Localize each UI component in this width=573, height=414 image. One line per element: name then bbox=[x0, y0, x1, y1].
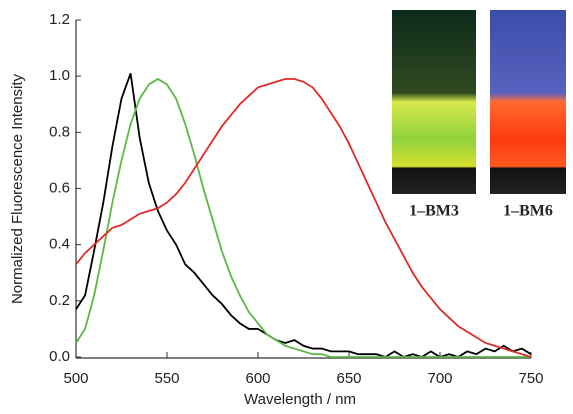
inset-photo bbox=[392, 10, 476, 194]
series-line bbox=[75, 73, 532, 358]
x-axis-label: Wavelength / nm bbox=[244, 391, 356, 408]
x-tick-label: 550 bbox=[154, 370, 179, 387]
y-tick-label: 0.8 bbox=[49, 123, 70, 140]
y-tick-label: 1.2 bbox=[49, 11, 70, 28]
y-tick-label: 0.0 bbox=[49, 348, 70, 365]
y-tick-label: 1.0 bbox=[49, 67, 70, 84]
x-tick-label: 600 bbox=[245, 370, 270, 387]
series-line bbox=[75, 77, 531, 358]
x-tick-label: 650 bbox=[336, 370, 361, 387]
inset-label: 1–BM3 bbox=[409, 203, 459, 220]
series-line bbox=[75, 78, 532, 358]
y-axis-label: Normalized Fluorescence Intensity bbox=[9, 73, 26, 304]
y-tick-label: 0.6 bbox=[49, 179, 70, 196]
x-tick-label: 750 bbox=[518, 370, 543, 387]
x-tick-label: 500 bbox=[63, 370, 88, 387]
inset-photo bbox=[490, 10, 566, 194]
y-tick-label: 0.4 bbox=[49, 236, 70, 253]
y-tick-label: 0.2 bbox=[49, 292, 70, 309]
x-tick-label: 700 bbox=[427, 370, 452, 387]
inset-label: 1–BM6 bbox=[503, 203, 553, 220]
